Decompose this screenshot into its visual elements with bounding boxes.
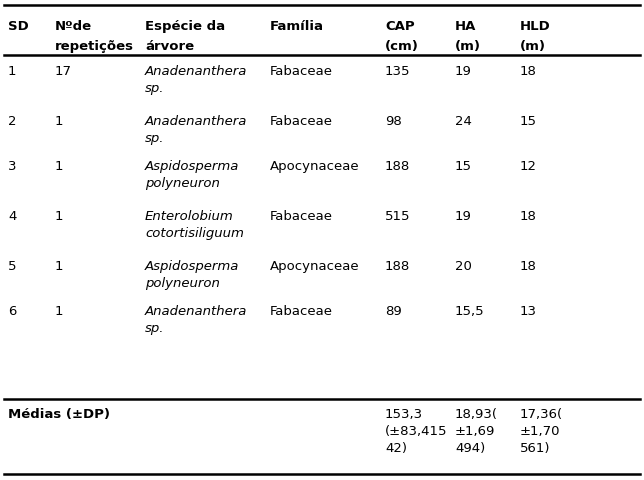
Text: Família: Família <box>270 20 324 33</box>
Text: 17,36(: 17,36( <box>520 407 563 420</box>
Text: 1: 1 <box>55 260 64 273</box>
Text: (m): (m) <box>520 40 546 53</box>
Text: árvore: árvore <box>145 40 194 53</box>
Text: Apocynaceae: Apocynaceae <box>270 260 359 273</box>
Text: 188: 188 <box>385 160 410 173</box>
Text: 4: 4 <box>8 210 16 223</box>
Text: 17: 17 <box>55 65 72 78</box>
Text: sp.: sp. <box>145 321 164 334</box>
Text: 12: 12 <box>520 160 537 173</box>
Text: 18: 18 <box>520 260 537 273</box>
Text: (m): (m) <box>455 40 481 53</box>
Text: HA: HA <box>455 20 477 33</box>
Text: Nºde: Nºde <box>55 20 92 33</box>
Text: Apocynaceae: Apocynaceae <box>270 160 359 173</box>
Text: ±1,70: ±1,70 <box>520 424 560 437</box>
Text: polyneuron: polyneuron <box>145 177 220 190</box>
Text: Fabaceae: Fabaceae <box>270 115 333 128</box>
Text: Fabaceae: Fabaceae <box>270 65 333 78</box>
Text: HLD: HLD <box>520 20 551 33</box>
Text: Espécie da: Espécie da <box>145 20 225 33</box>
Text: 18: 18 <box>520 210 537 223</box>
Text: 18: 18 <box>520 65 537 78</box>
Text: SD: SD <box>8 20 29 33</box>
Text: Aspidosperma: Aspidosperma <box>145 160 240 173</box>
Text: 1: 1 <box>55 115 64 128</box>
Text: 135: 135 <box>385 65 410 78</box>
Text: 19: 19 <box>455 65 472 78</box>
Text: repetições: repetições <box>55 40 134 53</box>
Text: Médias (±DP): Médias (±DP) <box>8 407 110 420</box>
Text: sp.: sp. <box>145 82 164 95</box>
Text: Anadenanthera: Anadenanthera <box>145 115 247 128</box>
Text: 89: 89 <box>385 304 402 317</box>
Text: Anadenanthera: Anadenanthera <box>145 304 247 317</box>
Text: 6: 6 <box>8 304 16 317</box>
Text: 15: 15 <box>455 160 472 173</box>
Text: 18,93(: 18,93( <box>455 407 498 420</box>
Text: 15: 15 <box>520 115 537 128</box>
Text: (±83,415: (±83,415 <box>385 424 448 437</box>
Text: 515: 515 <box>385 210 410 223</box>
Text: ±1,69: ±1,69 <box>455 424 495 437</box>
Text: 15,5: 15,5 <box>455 304 485 317</box>
Text: polyneuron: polyneuron <box>145 276 220 289</box>
Text: Aspidosperma: Aspidosperma <box>145 260 240 273</box>
Text: Enterolobium: Enterolobium <box>145 210 234 223</box>
Text: cotortisiliguum: cotortisiliguum <box>145 227 244 240</box>
Text: sp.: sp. <box>145 132 164 144</box>
Text: 13: 13 <box>520 304 537 317</box>
Text: 24: 24 <box>455 115 472 128</box>
Text: CAP: CAP <box>385 20 415 33</box>
Text: 494): 494) <box>455 441 485 454</box>
Text: 3: 3 <box>8 160 17 173</box>
Text: 561): 561) <box>520 441 551 454</box>
Text: 1: 1 <box>8 65 17 78</box>
Text: 2: 2 <box>8 115 17 128</box>
Text: 1: 1 <box>55 160 64 173</box>
Text: Fabaceae: Fabaceae <box>270 210 333 223</box>
Text: 20: 20 <box>455 260 472 273</box>
Text: (cm): (cm) <box>385 40 419 53</box>
Text: 19: 19 <box>455 210 472 223</box>
Text: 188: 188 <box>385 260 410 273</box>
Text: Anadenanthera: Anadenanthera <box>145 65 247 78</box>
Text: 153,3: 153,3 <box>385 407 423 420</box>
Text: 1: 1 <box>55 210 64 223</box>
Text: 42): 42) <box>385 441 407 454</box>
Text: 5: 5 <box>8 260 17 273</box>
Text: Fabaceae: Fabaceae <box>270 304 333 317</box>
Text: 98: 98 <box>385 115 402 128</box>
Text: 1: 1 <box>55 304 64 317</box>
